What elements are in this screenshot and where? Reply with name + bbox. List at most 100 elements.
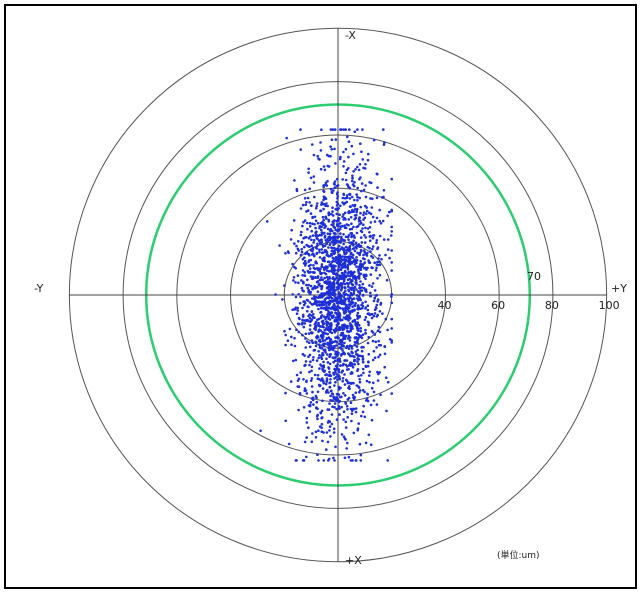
scatter-point [327,154,331,158]
scatter-point [344,426,348,429]
scatter-point [320,426,323,430]
scatter-point [314,344,318,348]
scatter-point [299,371,303,374]
scatter-point [315,400,319,404]
scatter-point [337,263,341,267]
scatter-point [338,253,342,257]
scatter-point [373,356,377,360]
scatter-point [278,244,281,247]
scatter-point [345,378,348,382]
scatter-point [330,148,334,151]
scatter-point [350,227,354,231]
scatter-point [339,268,343,272]
scatter-point [322,184,325,187]
scatter-point [342,250,346,254]
scatter-point [358,378,362,381]
scatter-point [320,201,324,204]
scatter-point [313,223,316,226]
scatter-point [335,344,338,347]
scatter-point [298,301,302,305]
scatter-point [343,255,347,258]
scatter-point [295,328,298,332]
scatter-point [330,413,334,416]
scatter-point [390,269,394,272]
scatter-point [335,212,339,216]
scatter-point [342,160,346,163]
scatter-point [351,253,355,257]
scatter-point [289,380,293,383]
scatter-point [313,373,317,377]
scatter-point [309,263,312,267]
scatter-point [360,414,363,418]
scatter-point [326,361,330,364]
scatter-point [376,247,379,251]
scatter-point [364,184,367,187]
scatter-point [335,418,339,421]
scatter-point [331,281,334,285]
scatter-point [355,193,359,196]
scatter-point [343,352,346,355]
scatter-point [353,236,356,239]
scatter-point [326,440,330,444]
scatter-point [339,155,342,159]
scatter-point [379,303,382,306]
scatter-point [390,230,394,233]
scatter-point [331,356,335,359]
scatter-point [304,203,308,207]
scatter-point [373,333,377,336]
scatter-point [328,229,332,232]
scatter-point [364,300,367,304]
ring-tick-labels: 40 60 80 100 [437,299,619,312]
scatter-point [322,195,326,198]
scatter-point [336,336,339,340]
scatter-point [345,447,349,450]
scatter-point [293,179,296,182]
scatter-point [332,272,336,275]
scatter-point [343,273,346,277]
scatter-point [378,234,382,238]
scatter-point [321,333,324,337]
scatter-point [341,262,345,266]
scatter-point [290,228,294,232]
scatter-point [311,271,315,274]
scatter-point [327,239,330,243]
scatter-point [322,306,326,310]
scatter-point [356,306,360,309]
scatter-point [308,363,311,367]
scatter-point [390,225,394,229]
scatter-point [344,317,347,321]
scatter-point [335,407,338,411]
scatter-point [303,245,306,249]
scatter-point [315,414,319,418]
scatter-point [333,294,336,298]
scatter-point [320,422,324,426]
scatter-point [320,228,323,232]
scatter-point [314,226,317,230]
scatter-point [359,280,362,283]
scatter-point [329,145,332,148]
scatter-point [306,269,310,273]
scatter-point [339,294,343,298]
scatter-point [354,281,357,284]
scatter-point [295,459,298,462]
scatter-point [307,171,310,174]
scatter-point [353,308,356,312]
scatter-point [315,252,319,256]
scatter-point [309,258,313,262]
scatter-point [352,247,356,250]
scatter-point [321,323,325,326]
scatter-point [344,289,347,293]
scatter-point [318,300,322,304]
scatter-point [342,316,346,319]
scatter-point [319,311,322,314]
scatter-point [322,360,325,364]
scatter-point [368,313,372,317]
scatter-point [343,239,347,242]
scatter-point [283,329,286,333]
scatter-point [308,370,311,374]
scatter-point [334,258,338,262]
scatter-point [321,387,325,390]
scatter-point [359,259,363,263]
scatter-point [330,422,334,426]
scatter-point [356,360,359,363]
